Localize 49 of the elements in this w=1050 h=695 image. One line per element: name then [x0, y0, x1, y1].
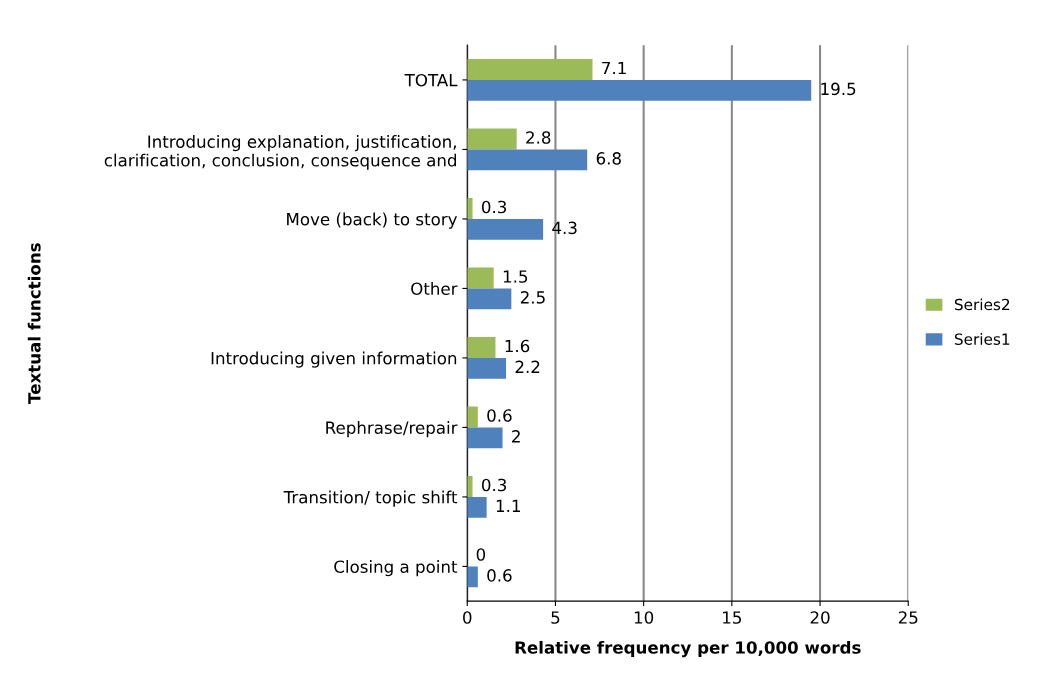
- x-tick-label: 10: [634, 611, 654, 624]
- y-tick-label: Transition/ topic shift: [283, 490, 458, 507]
- data-label: 0: [476, 548, 486, 561]
- data-label: 19.5: [821, 82, 856, 96]
- data-label: 4.3: [552, 221, 577, 235]
- y-axis-title: Textual functions: [27, 243, 41, 404]
- bar: [467, 406, 478, 428]
- data-label: 1.6: [505, 339, 530, 353]
- data-label: 2.8: [526, 131, 551, 144]
- x-tick-label: 0: [463, 611, 472, 624]
- bar: [467, 357, 507, 379]
- x-tick-label: 5: [551, 611, 560, 624]
- data-label: 2: [512, 430, 520, 443]
- y-tick-label: Other: [411, 282, 458, 295]
- bar: [467, 79, 812, 101]
- y-tick-label: Rephrase/repair: [326, 421, 458, 438]
- legend-label: Series2: [954, 298, 1010, 311]
- bar: [467, 566, 478, 588]
- y-tick-label: Closing a point: [334, 560, 458, 577]
- data-label: 0.3: [481, 200, 507, 214]
- data-label: 1.1: [496, 499, 520, 512]
- data-label: 0.6: [487, 569, 512, 582]
- bar: [467, 198, 473, 219]
- bar: [467, 149, 588, 171]
- y-tick-label: TOTAL: [404, 73, 458, 87]
- x-axis-title: Relative frequency per 10,000 words: [515, 640, 861, 658]
- data-label: 1.5: [503, 270, 528, 283]
- y-tick-label: Introducing given information: [211, 351, 457, 368]
- data-label: 0.6: [487, 409, 512, 422]
- data-label: 2.2: [515, 360, 540, 373]
- bar: [467, 128, 517, 150]
- bar: [467, 496, 487, 518]
- y-tick-label: Introducing explanation, justification, clarification, conclusion, consequence and: [104, 135, 457, 170]
- bar: [467, 427, 503, 449]
- data-label: 0.3: [481, 478, 507, 492]
- data-label: 7.1: [602, 61, 626, 75]
- bar: [467, 218, 544, 240]
- x-tick-label: 25: [898, 611, 918, 624]
- bar: [467, 267, 494, 289]
- data-label: 6.8: [596, 152, 621, 165]
- x-tick-label: 20: [810, 611, 830, 624]
- legend-label: Series1: [954, 333, 1010, 345]
- y-tick-label: Move (back) to story: [287, 212, 458, 229]
- bar: [467, 476, 473, 497]
- bar: [467, 288, 512, 310]
- x-tick-label: 15: [723, 611, 741, 624]
- data-label: 2.5: [520, 291, 545, 304]
- bar: [467, 337, 496, 358]
- bar: [467, 59, 593, 80]
